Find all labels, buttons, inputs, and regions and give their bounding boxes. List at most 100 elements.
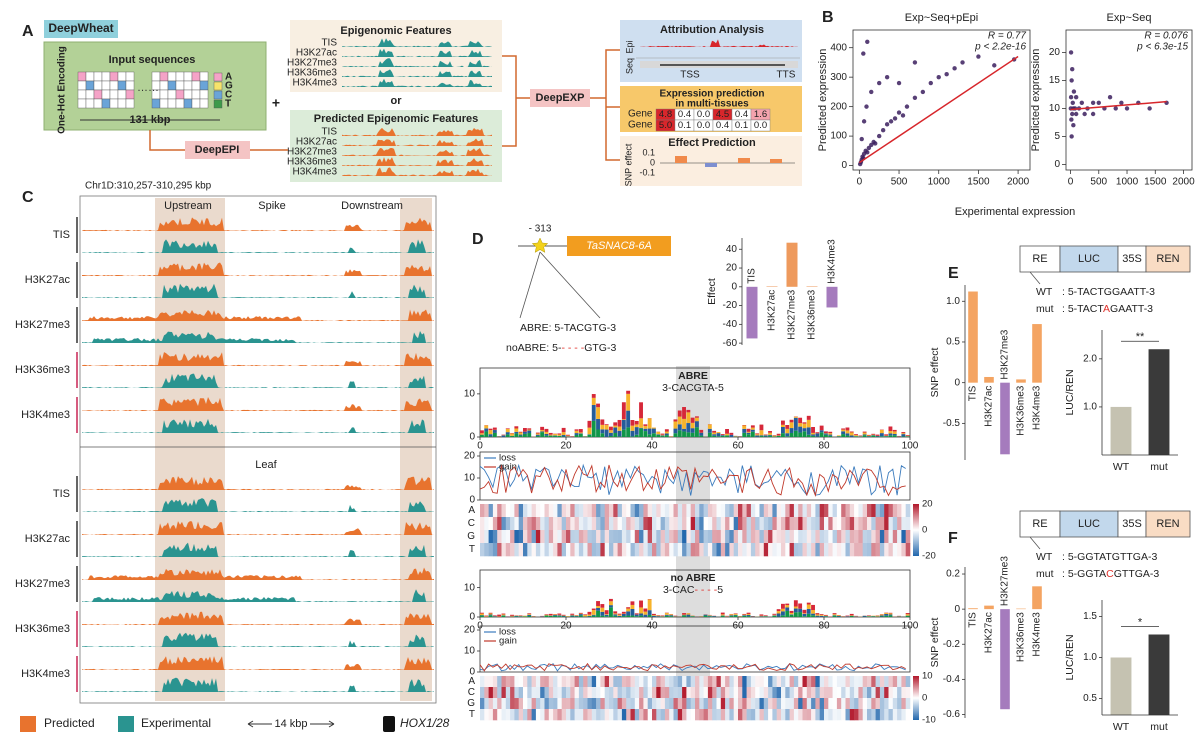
heat-cell [492, 504, 498, 518]
heat-cell [492, 698, 498, 710]
label: 14 kbp [274, 718, 307, 730]
heat-cell [772, 543, 777, 557]
base-swatch [213, 90, 223, 100]
heat-cell [815, 676, 820, 688]
logo-letter [617, 426, 622, 431]
heat-cell [660, 530, 666, 544]
heat-cell [897, 687, 902, 699]
logo-letter [802, 613, 807, 617]
heat-cell [514, 698, 519, 710]
callout [519, 251, 601, 319]
heat-cell [570, 530, 575, 544]
heat-cell [626, 687, 631, 699]
bar [766, 286, 778, 287]
logo-letter [879, 614, 884, 616]
heat-cell [750, 517, 756, 531]
axis-title: Predicted expression [1030, 49, 1042, 152]
heat-cell [690, 676, 696, 688]
logo-letter [523, 615, 527, 617]
heat-cell [725, 676, 730, 688]
label: T [225, 99, 231, 110]
row-label: G [467, 531, 475, 542]
scatter-point [873, 141, 878, 146]
logo-letter [643, 608, 648, 612]
heat-cell [609, 504, 614, 518]
table-value: 5.0 [659, 120, 672, 131]
encoding-cell [117, 71, 127, 82]
attribution-line [479, 463, 906, 497]
logo-letter [759, 616, 764, 617]
logo-letter [815, 613, 820, 615]
heat-cell [849, 698, 855, 710]
heat-cell [535, 543, 541, 557]
y-tick-label: 200 [830, 101, 847, 112]
construct-part [1019, 245, 1061, 273]
legend-label: gain [499, 462, 517, 473]
heat-cell [720, 698, 726, 710]
encoding-cell [117, 89, 127, 100]
logo-letter [596, 601, 600, 606]
heat-cell [901, 517, 906, 531]
heat-cell [639, 676, 644, 688]
heat-cell [798, 676, 803, 688]
logo-letter [548, 615, 553, 617]
heat-cell [660, 517, 666, 531]
heat-cell [905, 687, 911, 699]
heat-cell [738, 517, 743, 531]
heat-cell [695, 676, 700, 688]
label: : 5-GGTATGTTGA-3 [1062, 551, 1157, 563]
logo-letter [626, 390, 631, 394]
heat-cell [750, 504, 756, 518]
logo-letter [604, 424, 609, 426]
heat-cell [832, 709, 838, 721]
logo-letter [501, 614, 506, 616]
heat-cell [849, 530, 855, 544]
signal-track [342, 138, 492, 146]
heat-cell [759, 543, 765, 557]
heat-cell [815, 709, 820, 721]
heat-cell [660, 709, 666, 721]
logo-letter [806, 608, 811, 614]
heat-cell [682, 676, 687, 688]
logo-letter [759, 435, 764, 437]
logo-letter [652, 428, 656, 434]
heat-cell [591, 530, 597, 544]
logo-letter [574, 615, 579, 616]
heat-cell [634, 504, 640, 518]
signal-track [82, 373, 434, 388]
heat-cell [772, 517, 777, 531]
scatter-point [920, 89, 926, 95]
logo-letter [763, 435, 768, 437]
heat-cell [531, 504, 537, 518]
heat-cell [531, 698, 537, 710]
logo-letter [609, 605, 613, 608]
logo-letter [759, 614, 764, 616]
heat-cell [578, 530, 584, 544]
logo-letter [806, 613, 811, 617]
logo-letter [523, 616, 527, 617]
logo-letter [630, 436, 635, 437]
signal-track [82, 677, 434, 692]
heat-cell [707, 517, 713, 531]
logo-letter [686, 613, 691, 615]
logo-letter [639, 427, 643, 429]
heat-cell [510, 698, 515, 710]
label: TIS [321, 38, 337, 49]
heat-cell [664, 504, 670, 518]
logo-letter [578, 614, 583, 616]
logo-letter [824, 433, 828, 435]
heat-cell [815, 543, 820, 557]
logo-letter [492, 615, 497, 617]
heat-cell [884, 687, 889, 699]
logo-letter [815, 614, 820, 616]
heat-cell [854, 504, 859, 518]
heat-cell [819, 543, 825, 557]
heat-cell [742, 504, 747, 518]
effect-bar [675, 156, 687, 163]
heat-cell [514, 687, 519, 699]
heat-cell [768, 504, 773, 518]
logo-letter [561, 614, 566, 616]
heat-cell [832, 687, 838, 699]
axis-title: Experimental expression [955, 206, 1075, 218]
x-tick-label: 60 [732, 441, 744, 452]
